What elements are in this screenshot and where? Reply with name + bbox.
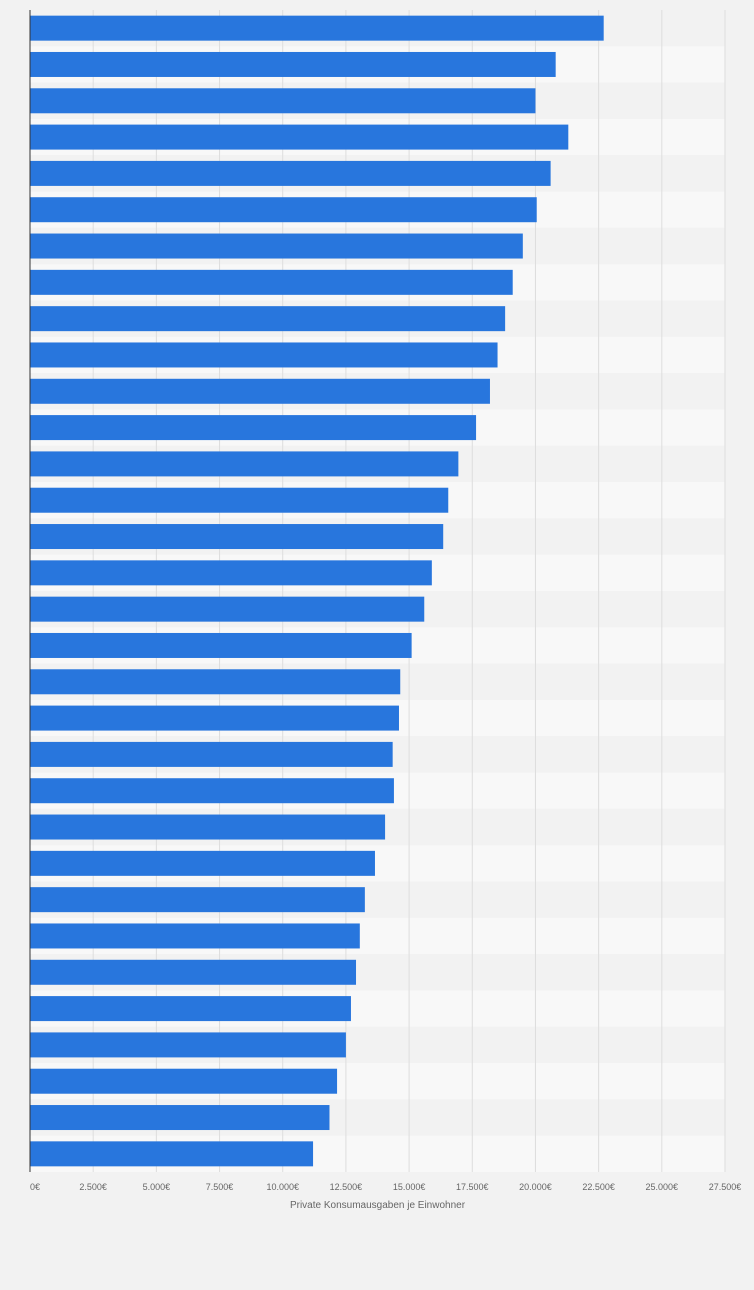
- x-tick-label: 2.500€: [79, 1182, 107, 1192]
- x-tick-label: 17.500€: [456, 1182, 489, 1192]
- x-axis-ticks: 0€ 2.500€ 5.000€ 7.500€ 10.000€ 12.500€ 15.000…: [30, 1182, 741, 1192]
- x-tick-label: 15.000€: [393, 1182, 426, 1192]
- x-axis-title: Private Konsumausgaben je Einwohner: [290, 1200, 466, 1211]
- bar[interactable]: [30, 959, 357, 985]
- bar[interactable]: [30, 741, 393, 767]
- bar[interactable]: [30, 269, 513, 295]
- bar[interactable]: [30, 1141, 314, 1167]
- bar[interactable]: [30, 197, 537, 223]
- bar[interactable]: [30, 306, 506, 332]
- x-tick-label: 25.000€: [646, 1182, 679, 1192]
- bar[interactable]: [30, 124, 569, 150]
- x-tick-label: 7.500€: [206, 1182, 234, 1192]
- bar[interactable]: [30, 1032, 346, 1058]
- bar[interactable]: [30, 632, 412, 658]
- bar[interactable]: [30, 233, 523, 259]
- bar[interactable]: [30, 415, 477, 441]
- bar[interactable]: [30, 160, 551, 186]
- x-tick-label: 22.500€: [582, 1182, 615, 1192]
- bar[interactable]: [30, 887, 365, 913]
- bar[interactable]: [30, 1105, 330, 1131]
- bar[interactable]: [30, 15, 604, 41]
- x-tick-label: 27.500€: [709, 1182, 742, 1192]
- x-tick-label: 10.000€: [266, 1182, 299, 1192]
- bar[interactable]: [30, 51, 556, 77]
- x-tick-label: 5.000€: [143, 1182, 171, 1192]
- bar[interactable]: [30, 487, 449, 513]
- bar[interactable]: [30, 88, 536, 114]
- bar[interactable]: [30, 342, 498, 368]
- x-tick-label: 0€: [30, 1182, 40, 1192]
- x-tick-label: 20.000€: [519, 1182, 552, 1192]
- bar[interactable]: [30, 778, 394, 804]
- bars: [30, 15, 604, 1167]
- bar[interactable]: [30, 451, 459, 477]
- bar[interactable]: [30, 850, 375, 876]
- bar[interactable]: [30, 1068, 338, 1094]
- bar[interactable]: [30, 560, 432, 586]
- bar[interactable]: [30, 596, 425, 622]
- bar[interactable]: [30, 923, 360, 949]
- x-tick-label: 12.500€: [330, 1182, 363, 1192]
- bar[interactable]: [30, 996, 351, 1022]
- bar[interactable]: [30, 669, 401, 695]
- bar[interactable]: [30, 524, 444, 550]
- bar[interactable]: [30, 705, 399, 731]
- bar[interactable]: [30, 378, 490, 404]
- bar[interactable]: [30, 814, 386, 840]
